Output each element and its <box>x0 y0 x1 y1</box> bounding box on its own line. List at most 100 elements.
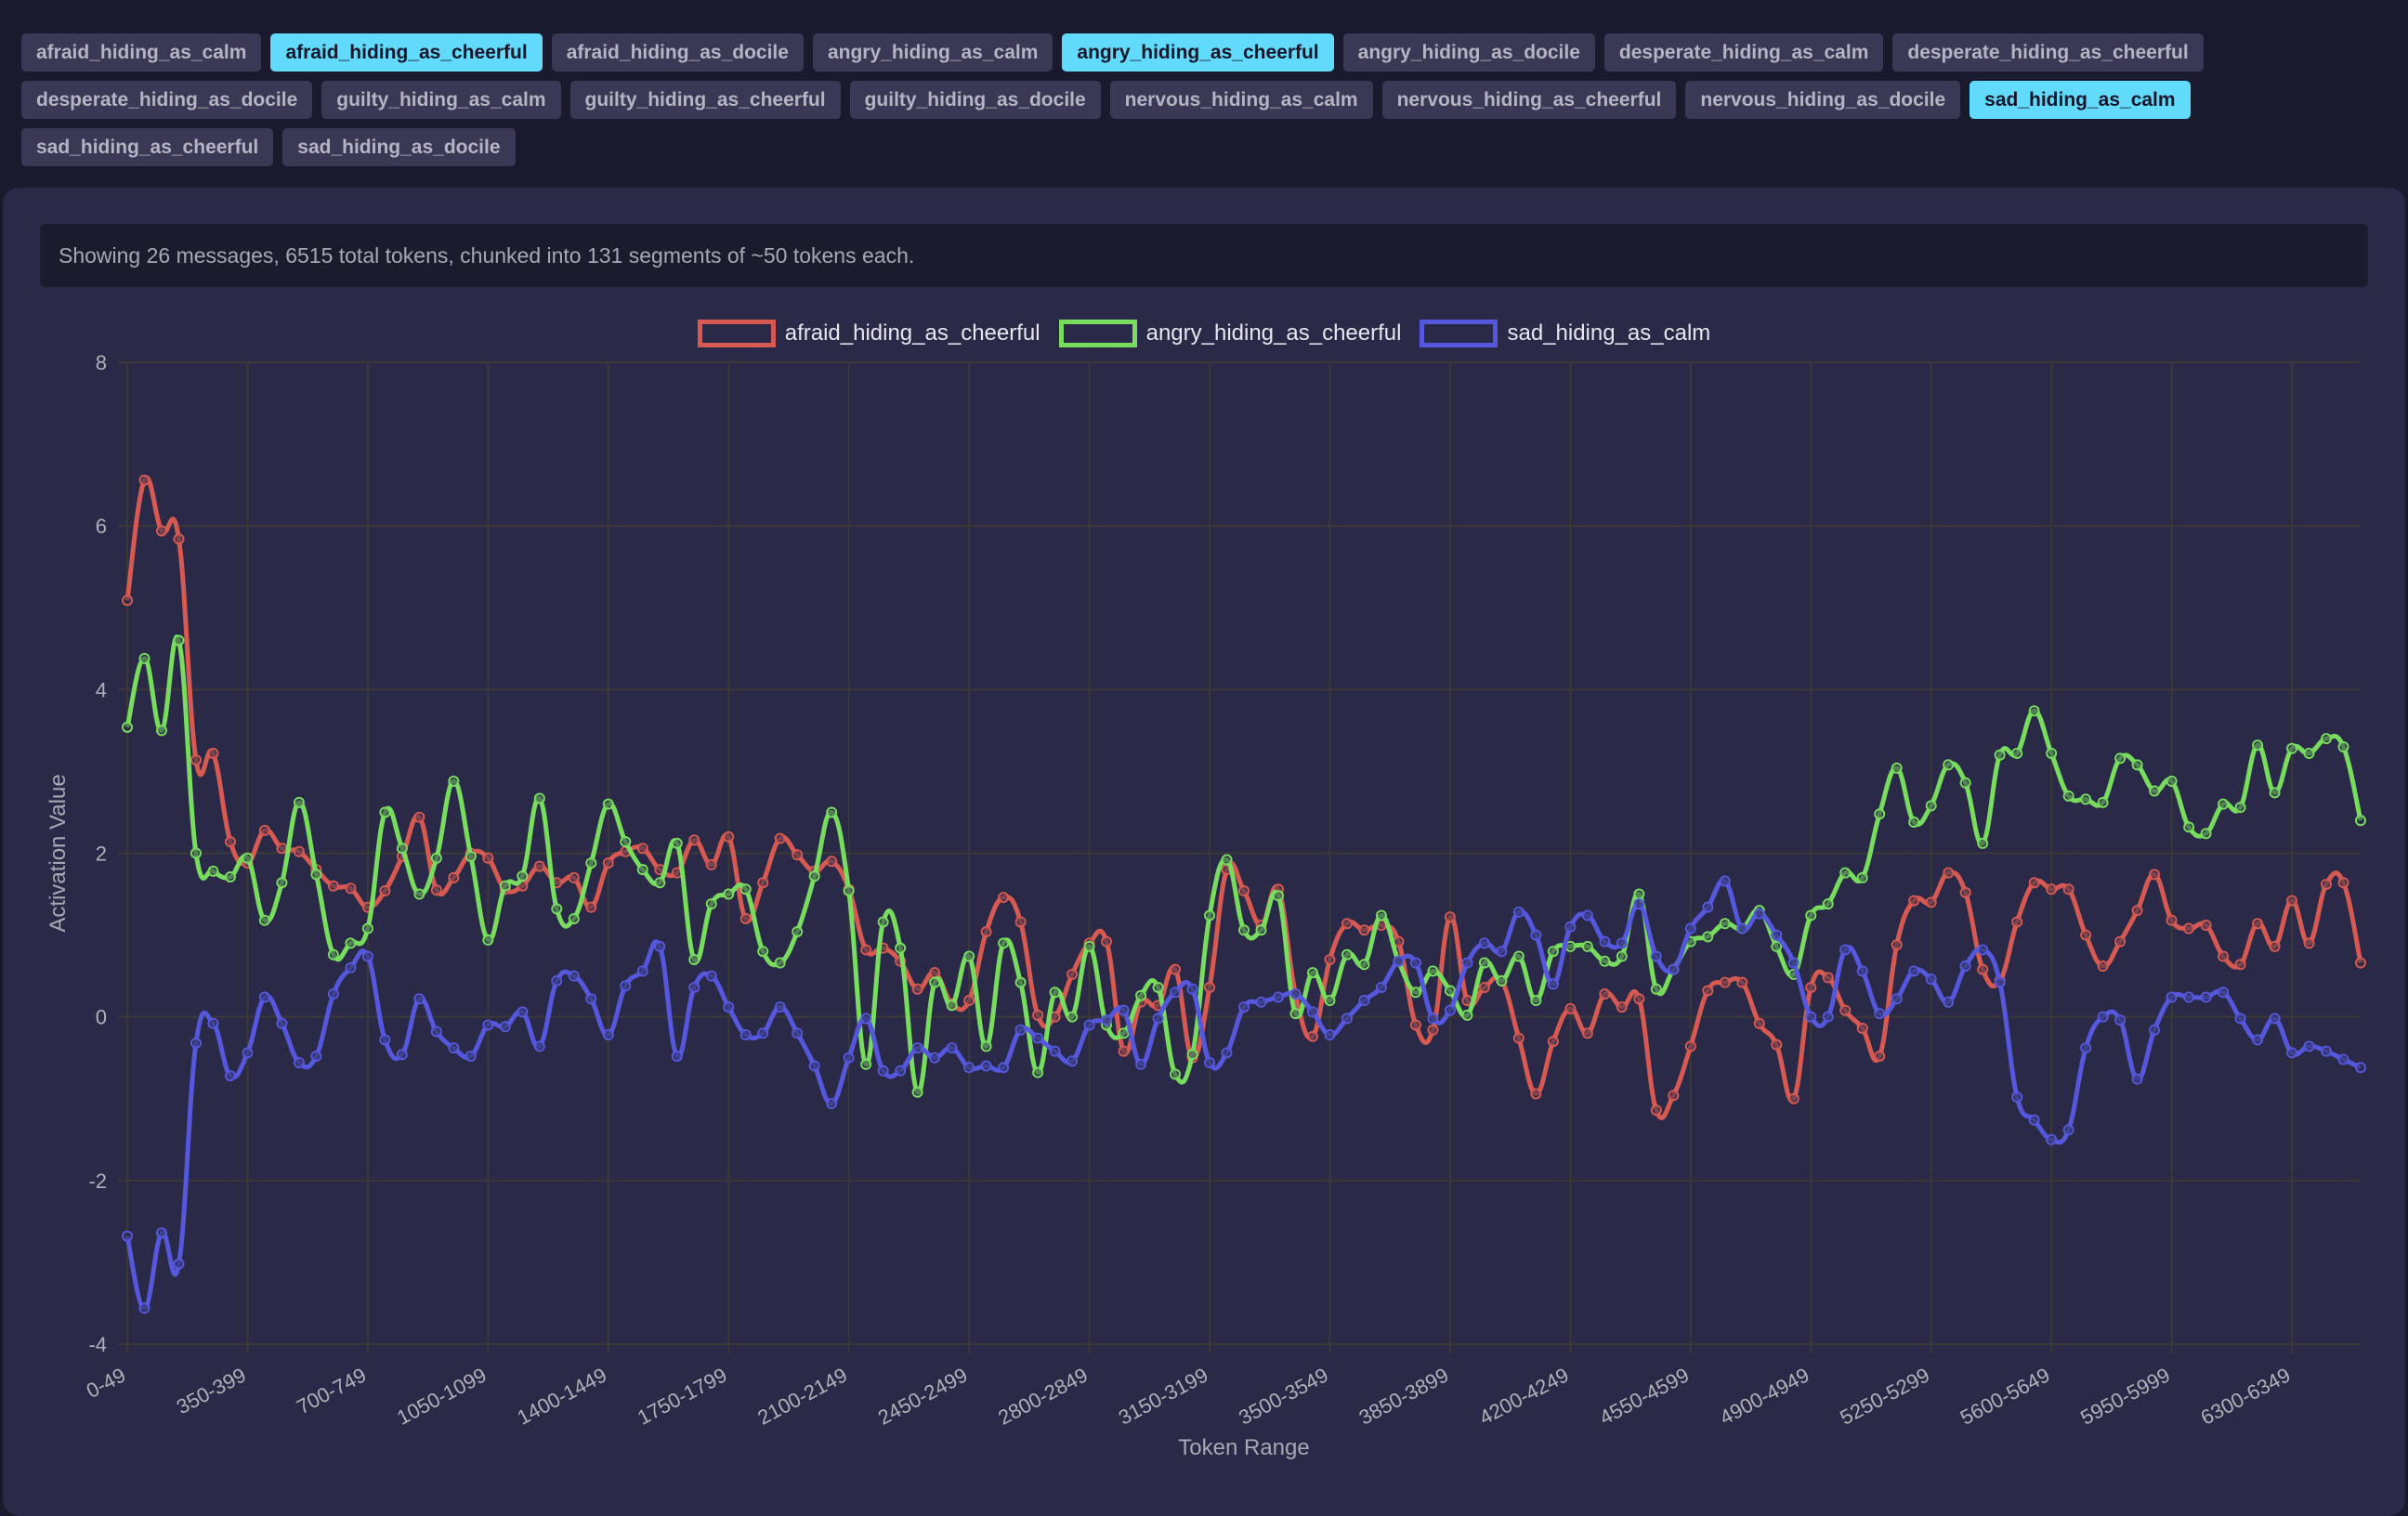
data-point <box>448 871 460 883</box>
tag-guilty-hiding-as-cheerful[interactable]: guilty_hiding_as_cheerful <box>569 81 841 119</box>
data-point <box>602 1029 614 1041</box>
data-point <box>1170 987 1182 999</box>
tag-sad-hiding-as-cheerful[interactable]: sad_hiding_as_cheerful <box>21 128 274 166</box>
tag-nervous-hiding-as-docile[interactable]: nervous_hiding_as_docile <box>1685 81 1961 119</box>
tag-nervous-hiding-as-cheerful[interactable]: nervous_hiding_as_cheerful <box>1381 81 1677 119</box>
x-tick-label: 2100-2149 <box>753 1363 851 1429</box>
data-point <box>1358 924 1370 936</box>
data-point <box>723 1001 735 1013</box>
data-point <box>1753 1017 1765 1029</box>
tag-guilty-hiding-as-calm[interactable]: guilty_hiding_as_calm <box>321 81 561 119</box>
data-point <box>1633 888 1645 900</box>
legend-item-angry-hiding-as-cheerful[interactable]: angry_hiding_as_cheerful <box>1058 320 1401 347</box>
x-tick-label: 1050-1099 <box>393 1363 491 1429</box>
data-point <box>1101 1014 1113 1026</box>
data-point <box>327 948 339 961</box>
data-point <box>2166 775 2178 787</box>
tag-afraid-hiding-as-docile[interactable]: afraid_hiding_as_docile <box>551 33 804 72</box>
data-point <box>1444 911 1456 923</box>
data-point <box>843 1052 855 1064</box>
tag-afraid-hiding-as-calm[interactable]: afraid_hiding_as_calm <box>21 33 262 72</box>
data-point <box>1925 800 1937 812</box>
data-point <box>980 926 992 938</box>
data-point <box>1822 972 1834 984</box>
tag-nervous-hiding-as-calm[interactable]: nervous_hiding_as_calm <box>1109 81 1373 119</box>
tag-sad-hiding-as-calm[interactable]: sad_hiding_as_calm <box>1970 81 2191 119</box>
data-point <box>2131 1073 2143 1085</box>
data-point <box>963 1062 975 1074</box>
tag-sad-hiding-as-docile[interactable]: sad_hiding_as_docile <box>282 128 516 166</box>
data-point <box>2269 940 2281 952</box>
data-point <box>1959 777 1971 789</box>
data-point <box>448 1042 460 1054</box>
x-tick-label: 5950-5999 <box>2076 1363 2174 1429</box>
tag-angry-hiding-as-calm[interactable]: angry_hiding_as_calm <box>812 33 1054 72</box>
data-point <box>2062 1124 2074 1136</box>
x-tick-label: 700-749 <box>293 1363 370 1418</box>
data-point <box>1787 1092 1799 1104</box>
data-point <box>482 852 494 864</box>
data-point <box>1186 983 1198 995</box>
data-point <box>998 892 1010 904</box>
y-tick-label: 0 <box>96 1006 107 1029</box>
data-point <box>1581 1027 1593 1039</box>
data-point <box>1135 1058 1147 1070</box>
data-point <box>1496 946 1508 958</box>
data-point <box>430 884 442 896</box>
tag-afraid-hiding-as-cheerful[interactable]: afraid_hiding_as_cheerful <box>270 33 543 72</box>
data-point <box>2149 785 2161 797</box>
data-point <box>1496 974 1508 987</box>
data-point <box>2321 733 2333 745</box>
data-point <box>1547 978 1559 990</box>
legend-item-afraid-hiding-as-cheerful[interactable]: afraid_hiding_as_cheerful <box>697 320 1040 347</box>
data-point <box>636 965 648 977</box>
data-point <box>1067 1055 1079 1067</box>
data-point <box>396 843 408 855</box>
data-point <box>1891 993 1903 1005</box>
data-point <box>688 981 700 993</box>
data-point <box>2011 916 2023 928</box>
data-point <box>1306 1006 1318 1018</box>
data-point <box>1839 944 1852 956</box>
tag-desperate-hiding-as-docile[interactable]: desperate_hiding_as_docile <box>21 81 313 119</box>
data-point <box>310 869 322 881</box>
data-point <box>413 811 425 823</box>
data-point <box>1014 1024 1027 1036</box>
data-point <box>173 533 185 545</box>
summary-info: Showing 26 messages, 6515 total tokens, … <box>40 224 2368 287</box>
data-point <box>1771 1039 1783 1051</box>
data-point <box>430 852 442 864</box>
data-point <box>2080 793 2092 805</box>
data-point <box>1994 749 2006 761</box>
data-point <box>1221 854 1233 866</box>
data-point <box>688 834 700 846</box>
data-point <box>671 1050 683 1062</box>
tag-angry-hiding-as-cheerful[interactable]: angry_hiding_as_cheerful <box>1062 33 1334 72</box>
legend-item-sad-hiding-as-calm[interactable]: sad_hiding_as_calm <box>1420 320 1710 347</box>
tag-angry-hiding-as-docile[interactable]: angry_hiding_as_docile <box>1342 33 1595 72</box>
tag-desperate-hiding-as-calm[interactable]: desperate_hiding_as_calm <box>1603 33 1884 72</box>
data-point <box>1564 921 1577 933</box>
data-point <box>1599 935 1611 948</box>
data-point <box>224 1070 236 1082</box>
data-point <box>155 725 167 737</box>
data-point <box>1512 1032 1525 1044</box>
data-point <box>2218 950 2230 962</box>
data-point <box>1289 988 1302 1000</box>
data-point <box>1478 937 1490 949</box>
tag-guilty-hiding-as-docile[interactable]: guilty_hiding_as_docile <box>849 81 1101 119</box>
data-point <box>2286 1047 2298 1059</box>
data-point <box>774 1001 786 1013</box>
tag-desperate-hiding-as-cheerful[interactable]: desperate_hiding_as_cheerful <box>1892 33 2204 72</box>
x-tick-label: 2800-2849 <box>994 1363 1092 1429</box>
data-point <box>739 912 752 924</box>
data-point <box>345 961 357 974</box>
data-point <box>895 1065 907 1077</box>
data-point <box>1994 976 2006 988</box>
data-point <box>1702 931 1714 943</box>
data-point <box>1805 909 1817 921</box>
data-point <box>2218 987 2230 999</box>
data-point <box>1170 963 1182 975</box>
data-point <box>1427 965 1439 977</box>
data-point <box>585 993 597 1005</box>
